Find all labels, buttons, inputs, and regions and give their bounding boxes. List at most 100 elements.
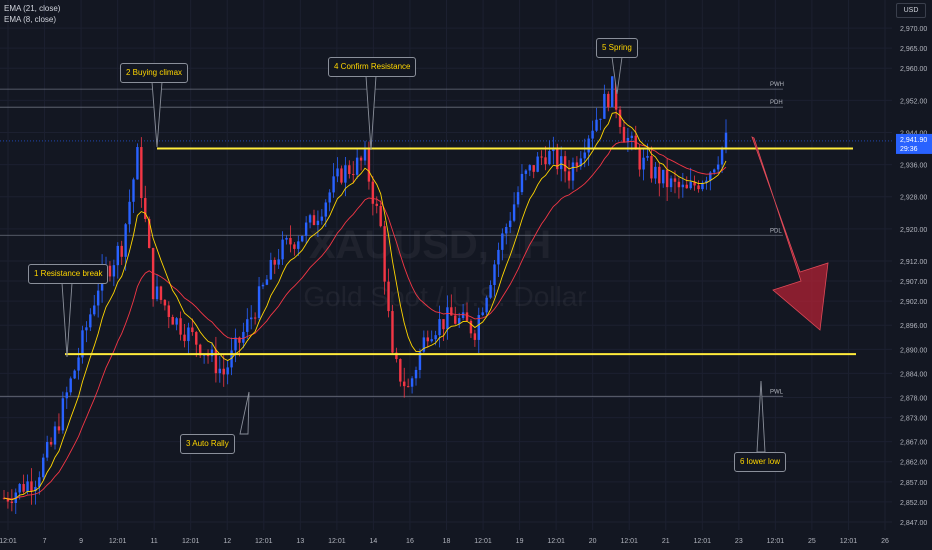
callout-resistance-break[interactable]: 1 Resistance break (28, 264, 109, 284)
time-axis: 12:01 7 9 12:01 11 12:01 12 12:01 13 12:01 14 16 18 1… (0, 530, 932, 550)
candle-body (403, 381, 406, 387)
candle-body (438, 319, 441, 336)
ema-21-legend[interactable]: EMA (21, close) (4, 4, 61, 13)
price-tick-label: 2,878.00 (900, 395, 927, 402)
candle-body (622, 126, 626, 143)
candle-body (681, 184, 685, 188)
callout-lower-low[interactable]: 6 lower low (734, 452, 787, 472)
candle-body (206, 354, 210, 357)
candle-body (167, 305, 171, 317)
candle-body (96, 290, 100, 306)
candle-body (85, 327, 88, 331)
ema-lines (3, 112, 727, 501)
candle-body (544, 157, 547, 165)
candle-body (583, 152, 586, 159)
candle-body (218, 368, 222, 374)
candle-body (587, 138, 590, 153)
candle-body (69, 378, 72, 393)
pointer-confirm-resistance (365, 75, 377, 151)
candle-body (697, 185, 700, 190)
price-tag-value: 2,941.90 (900, 137, 927, 144)
candle-body (469, 320, 473, 334)
candle-body (673, 178, 677, 182)
watermark-symbol: XAUUSD, 1H (309, 223, 551, 267)
candle-body (446, 307, 449, 330)
candle-body (202, 354, 206, 356)
candle-body (312, 215, 316, 225)
candle-body (528, 165, 532, 171)
time-tick-label: 14 (370, 538, 378, 545)
candle-body (454, 315, 457, 324)
time-tick-label: 12:01 (694, 538, 712, 545)
candle-body (391, 311, 394, 353)
candle-body (481, 312, 484, 316)
candle-body (340, 168, 343, 183)
candle-body (426, 337, 429, 342)
candle-body (265, 279, 269, 285)
candle-body (328, 192, 331, 203)
callout-auto-rally[interactable]: 3 Auto Rally (180, 434, 235, 454)
time-tick-label: 12:01 (840, 538, 858, 545)
candle-body (599, 118, 602, 120)
callout-spring[interactable]: 5 Spring (596, 38, 638, 58)
candle-body (344, 165, 347, 183)
candle-body (34, 486, 37, 492)
candle-body (159, 286, 163, 300)
candle-body (147, 218, 151, 248)
down-arrow-icon (751, 136, 829, 331)
callout-buying-climax[interactable]: 2 Buying climax (120, 63, 189, 83)
level-label-pwh: PWH (770, 82, 784, 88)
candle-body (567, 171, 571, 181)
callout-confirm-resistance[interactable]: 4 Confirm Resistance (328, 57, 417, 77)
time-tick-label: 19 (516, 538, 524, 545)
annotation-pointers (61, 56, 766, 453)
pointer-auto-rally (239, 391, 250, 435)
price-tick-label: 2,873.00 (900, 416, 927, 423)
time-tick-label: 12:01 (255, 538, 273, 545)
candle-body (234, 337, 237, 351)
time-tick-label: 13 (296, 538, 304, 545)
candle-body (634, 135, 637, 150)
candle-body (646, 156, 649, 158)
candle-body (191, 327, 194, 333)
candle-body (442, 319, 445, 330)
candle-body (626, 137, 630, 143)
candle-body (304, 222, 308, 236)
candle-body (273, 259, 276, 265)
candle-body (548, 151, 551, 165)
candle-body (124, 224, 127, 257)
candle-body (238, 337, 241, 343)
candle-body (414, 369, 418, 379)
currency-button[interactable]: USD (896, 3, 926, 18)
candle-body (242, 331, 245, 343)
candle-body (285, 237, 288, 240)
candle-body (26, 481, 29, 492)
pointer-spring (611, 56, 623, 95)
symbol-watermark: XAUUSD, 1H Gold Spot / U.S. Dollar (303, 223, 586, 312)
price-tick-label: 2,960.00 (900, 66, 927, 73)
candle-body (289, 237, 292, 245)
candle-body (198, 344, 202, 356)
price-tick-label: 2,884.00 (900, 371, 927, 378)
candle-body (257, 286, 261, 318)
watermark-name: Gold Spot / U.S. Dollar (303, 281, 586, 312)
candle-body (355, 157, 359, 175)
candle-body (607, 93, 610, 108)
candle-body (348, 165, 351, 175)
candle-body (222, 368, 225, 375)
time-tick-label: 25 (808, 538, 816, 545)
candle-body (540, 156, 543, 158)
candle-body (120, 245, 123, 257)
price-tag-box (896, 133, 932, 154)
price-tick-label: 2,936.00 (900, 163, 927, 170)
time-tick-label: 20 (589, 538, 597, 545)
time-tick-label: 12:01 (547, 538, 565, 545)
candle-body (662, 169, 665, 184)
candle-body (132, 179, 135, 202)
price-tick-label: 2,912.00 (900, 259, 927, 266)
candle-body (163, 299, 167, 306)
ema-8-legend[interactable]: EMA (8, close) (4, 15, 57, 24)
candle-body (387, 281, 390, 312)
ema-21-line (3, 140, 727, 500)
